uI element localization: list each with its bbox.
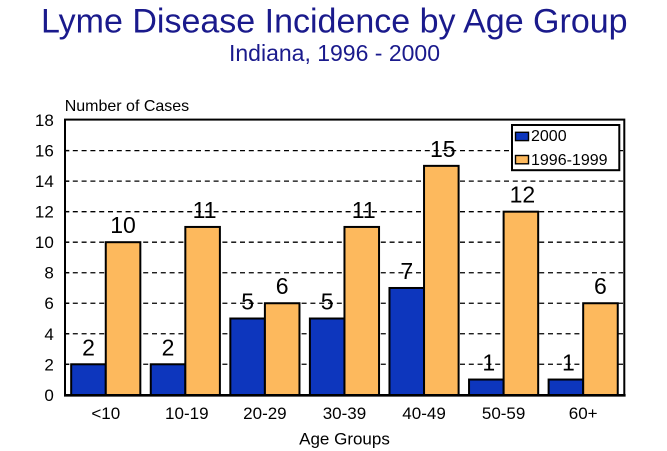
svg-text:10: 10 [110, 212, 136, 238]
svg-text:<10: <10 [91, 404, 120, 423]
svg-text:5: 5 [321, 289, 334, 315]
svg-text:12: 12 [35, 203, 54, 222]
svg-text:8: 8 [44, 264, 53, 283]
svg-text:18: 18 [35, 111, 54, 130]
svg-text:14: 14 [35, 172, 54, 191]
svg-text:6: 6 [594, 273, 607, 299]
svg-text:20-29: 20-29 [243, 404, 286, 423]
svg-text:2000: 2000 [531, 128, 567, 145]
svg-text:4: 4 [44, 325, 53, 344]
svg-text:7: 7 [400, 258, 413, 284]
svg-text:6: 6 [276, 273, 289, 299]
svg-text:60+: 60+ [569, 404, 598, 423]
svg-text:2: 2 [44, 355, 53, 374]
svg-text:15: 15 [430, 136, 456, 162]
svg-text:1996-1999: 1996-1999 [531, 152, 608, 169]
svg-text:2: 2 [82, 334, 95, 360]
svg-text:6: 6 [44, 294, 53, 313]
svg-text:11: 11 [352, 197, 376, 223]
svg-text:11: 11 [193, 197, 217, 223]
svg-text:10-19: 10-19 [165, 404, 208, 423]
svg-text:Number of Cases: Number of Cases [65, 98, 190, 115]
svg-text:Indiana, 1996 - 2000: Indiana, 1996 - 2000 [229, 40, 440, 66]
svg-text:Age Groups: Age Groups [299, 430, 390, 449]
svg-text:40-49: 40-49 [402, 404, 445, 423]
svg-text:Lyme Disease Incidence by Age: Lyme Disease Incidence by Age Group [41, 3, 628, 41]
svg-text:10: 10 [35, 233, 54, 252]
svg-text:16: 16 [35, 142, 54, 161]
svg-text:30-39: 30-39 [323, 404, 366, 423]
svg-text:5: 5 [241, 289, 254, 315]
svg-text:0: 0 [44, 386, 53, 405]
svg-text:2: 2 [162, 334, 175, 360]
svg-text:1: 1 [562, 350, 575, 376]
svg-text:50-59: 50-59 [482, 404, 525, 423]
svg-text:1: 1 [482, 350, 495, 376]
svg-text:12: 12 [510, 182, 536, 208]
